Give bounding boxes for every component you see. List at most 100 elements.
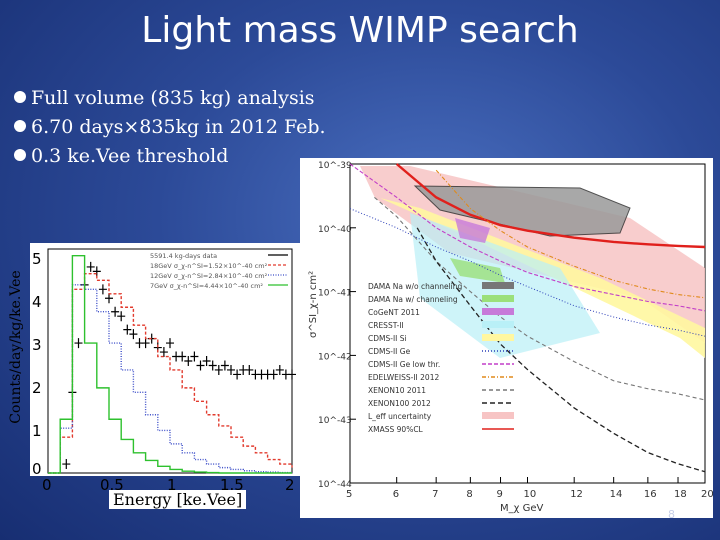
x-tick-label: 18 — [674, 489, 687, 500]
cogent-region — [455, 218, 490, 243]
slide-number: 8 — [668, 508, 675, 521]
data-point — [214, 364, 223, 375]
x-tick-label: 7 — [432, 489, 438, 500]
data-point — [141, 338, 150, 349]
y-tick-label: 0 — [32, 460, 42, 478]
legend-label: 12GeV σ_χ-n^SI=2.84×10^-40 cm² — [150, 272, 268, 280]
y-tick-label: 10^-39 — [318, 161, 352, 171]
x-axis-label: Energy [ke.Vee] — [109, 490, 247, 509]
data-point — [129, 329, 138, 340]
legend-swatch — [482, 308, 514, 315]
x-tick-label: 6 — [393, 489, 399, 500]
x-tick-label: 0 — [42, 476, 52, 494]
data-point — [275, 364, 284, 375]
data-point — [288, 369, 296, 380]
x-tick-label: 1 — [167, 476, 177, 494]
data-point — [92, 266, 101, 277]
legend-swatch — [482, 412, 514, 419]
y-tick-label: 10^-41 — [318, 289, 352, 299]
y-axis-label: σ^SI_χ-n cm² — [308, 271, 319, 338]
exclusion-curve-xmass-90-cl — [395, 163, 706, 249]
x-tick-label: 12 — [570, 489, 583, 500]
bullet-text: 0.3 ke.Vee threshold — [31, 145, 229, 167]
y-tick-label: 2 — [32, 379, 42, 397]
data-point — [74, 338, 83, 349]
y-tick-label: 10^-42 — [318, 352, 352, 362]
exclusion-curve-cdms-ii-si — [349, 208, 706, 337]
legend-swatch — [482, 321, 514, 328]
exclusion-curve-edelweiss-ii-2012 — [435, 169, 706, 299]
data-point — [269, 369, 278, 380]
data-point — [220, 360, 229, 371]
spectrum-plot: 5591.4 kg-days data 18GeV σ_χ-n^SI=1.52×1… — [30, 243, 302, 476]
plot-frame — [47, 248, 293, 474]
data-point — [105, 293, 113, 304]
legend-label: L_eff uncertainty — [368, 412, 432, 421]
y-tick-label: 10^-40 — [318, 225, 352, 235]
data-point — [202, 356, 211, 366]
exclusion-curve-cdms-ii-ge-low-thr- — [349, 163, 706, 312]
x-tick-label: 16 — [644, 489, 657, 500]
legend-label: 5591.4 kg-days data — [150, 252, 217, 260]
legend-label: XMASS 90%CL — [368, 425, 424, 434]
legend-label: DAMA Na w/o channeling — [368, 282, 462, 291]
data-point — [117, 311, 126, 322]
x-tick-label: 2 — [285, 476, 295, 494]
data-point — [178, 351, 187, 362]
data-point — [123, 324, 132, 335]
bullet-text: Full volume (835 kg) analysis — [31, 87, 315, 109]
dama-na-region — [413, 185, 631, 237]
data-point — [245, 364, 254, 375]
legend-label: CRESST-II — [368, 321, 404, 330]
legend-swatch — [482, 334, 514, 341]
legend-label: XENON10 2011 — [368, 386, 426, 395]
x-tick-label: 1.5 — [220, 476, 244, 494]
x-tick-label: 9 — [497, 489, 503, 500]
y-tick-label: 1 — [32, 422, 42, 440]
legend-swatch — [482, 295, 514, 302]
y-tick-label: 10^-43 — [318, 416, 352, 426]
y-axis-label: Counts/day/kg/ke.Vee — [8, 270, 24, 424]
legend-label: 18GeV σ_χ-n^SI=1.52×10^-40 cm² — [150, 262, 268, 270]
y-tick-label: 10^-44 — [318, 480, 352, 490]
data-point — [196, 360, 205, 371]
legend-label: CDMS-II Ge — [368, 347, 411, 356]
bullet-icon — [14, 120, 26, 132]
bullet-list: Full volume (835 kg) analysis 6.70 days×… — [14, 84, 326, 171]
legend-label: DAMA Na w/ channeling — [368, 295, 458, 304]
x-axis-label: M_χ GeV — [500, 503, 543, 514]
legend-label: CDMS-II Ge low thr. — [368, 360, 440, 369]
exclusion-curve-xenon100-2012 — [416, 227, 706, 473]
legend-label: 7GeV σ_χ-n^SI=4.44×10^-40 cm² — [150, 282, 263, 290]
x-tick-label: 8 — [466, 489, 472, 500]
data-point — [227, 364, 235, 375]
y-tick-label: 5 — [32, 250, 42, 268]
legend-label: EDELWEISS-II 2012 — [368, 373, 439, 382]
legend-swatch — [482, 282, 514, 289]
bullet-item: 6.70 days×835kg in 2012 Feb. — [14, 113, 326, 142]
data-point — [62, 459, 71, 470]
bullet-icon — [14, 149, 26, 161]
data-point — [233, 369, 242, 380]
x-tick-label: 20 — [701, 489, 713, 500]
series-line-18gev — [48, 272, 293, 474]
data-point — [190, 351, 199, 362]
data-point — [208, 360, 217, 371]
data-point — [98, 284, 107, 295]
exclusion-plot: 10^-39 10^-40 10^-41 10^-42 10^-43 10^-445 6 7 8… — [300, 158, 713, 518]
bullet-text: 6.70 days×835kg in 2012 Feb. — [31, 116, 326, 138]
y-tick-label: 3 — [32, 336, 42, 354]
bullet-item: 0.3 ke.Vee threshold — [14, 142, 326, 171]
series-line-7gev — [48, 255, 292, 474]
data-point — [159, 347, 168, 358]
bullet-item: Full volume (835 kg) analysis — [14, 84, 326, 113]
slide-title: Light mass WIMP search — [141, 10, 579, 51]
x-tick-label: 5 — [346, 489, 352, 500]
x-tick-label: 0.5 — [100, 476, 124, 494]
x-tick-label: 10 — [524, 489, 537, 500]
legend-label: XENON100 2012 — [368, 399, 431, 408]
data-point — [184, 356, 193, 366]
y-tick-label: 4 — [32, 293, 42, 311]
data-point — [166, 338, 174, 349]
data-point — [86, 261, 95, 272]
